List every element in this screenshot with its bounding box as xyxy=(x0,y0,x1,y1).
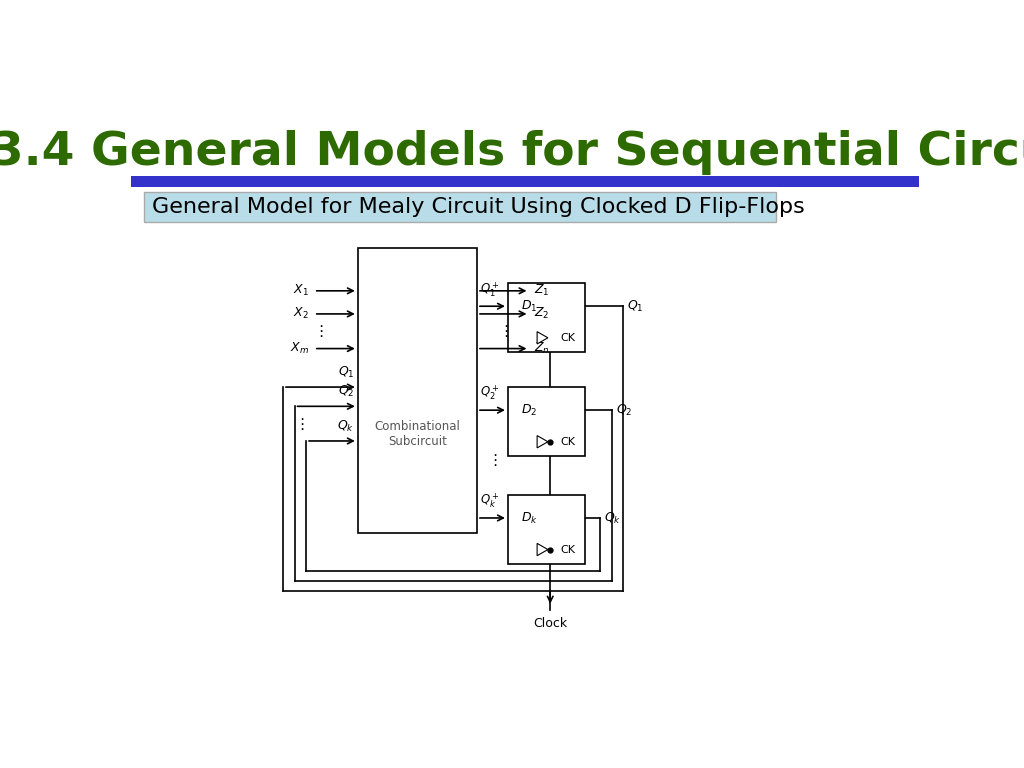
Text: $Q_k^+$: $Q_k^+$ xyxy=(480,492,500,510)
Text: $X_m$: $X_m$ xyxy=(290,341,309,356)
Bar xyxy=(131,176,920,187)
Text: 13.4 General Models for Sequential Circuit: 13.4 General Models for Sequential Circu… xyxy=(0,130,1024,174)
Text: $X_1$: $X_1$ xyxy=(293,283,309,299)
Bar xyxy=(144,192,776,221)
Text: Clock: Clock xyxy=(534,617,567,630)
Text: CK: CK xyxy=(560,333,575,343)
Text: $\vdots$: $\vdots$ xyxy=(294,415,304,432)
Text: $D_1$: $D_1$ xyxy=(521,299,538,314)
Text: $X_2$: $X_2$ xyxy=(294,306,309,322)
Text: $\vdots$: $\vdots$ xyxy=(487,452,498,468)
Text: General Model for Mealy Circuit Using Clocked D Flip-Flops: General Model for Mealy Circuit Using Cl… xyxy=(153,197,805,217)
Text: $Q_1$: $Q_1$ xyxy=(338,365,354,380)
Text: $Z_1$: $Z_1$ xyxy=(535,283,550,299)
Text: $Q_k$: $Q_k$ xyxy=(338,419,354,434)
Text: $\vdots$: $\vdots$ xyxy=(498,323,509,339)
Text: $\vdots$: $\vdots$ xyxy=(313,323,324,339)
Text: Combinational
Subcircuit: Combinational Subcircuit xyxy=(375,419,461,448)
Text: CK: CK xyxy=(560,545,575,554)
Text: $Q_2^+$: $Q_2^+$ xyxy=(480,384,500,402)
Text: $Z_2$: $Z_2$ xyxy=(535,306,550,322)
Text: $Q_2$: $Q_2$ xyxy=(338,384,354,399)
Text: $D_2$: $D_2$ xyxy=(521,402,538,418)
Polygon shape xyxy=(538,332,548,344)
Bar xyxy=(508,495,585,564)
Text: CK: CK xyxy=(560,437,575,447)
Text: $Q_2$: $Q_2$ xyxy=(615,402,632,418)
Polygon shape xyxy=(538,435,548,448)
Text: $Q_1^+$: $Q_1^+$ xyxy=(480,280,500,299)
Bar xyxy=(508,283,585,353)
Text: $Z_n$: $Z_n$ xyxy=(535,341,550,356)
Bar xyxy=(508,387,585,456)
Polygon shape xyxy=(538,544,548,556)
Text: $Q_k$: $Q_k$ xyxy=(604,511,622,525)
Text: $D_k$: $D_k$ xyxy=(521,511,538,525)
Bar xyxy=(357,249,477,533)
Text: $Q_1$: $Q_1$ xyxy=(628,299,644,314)
